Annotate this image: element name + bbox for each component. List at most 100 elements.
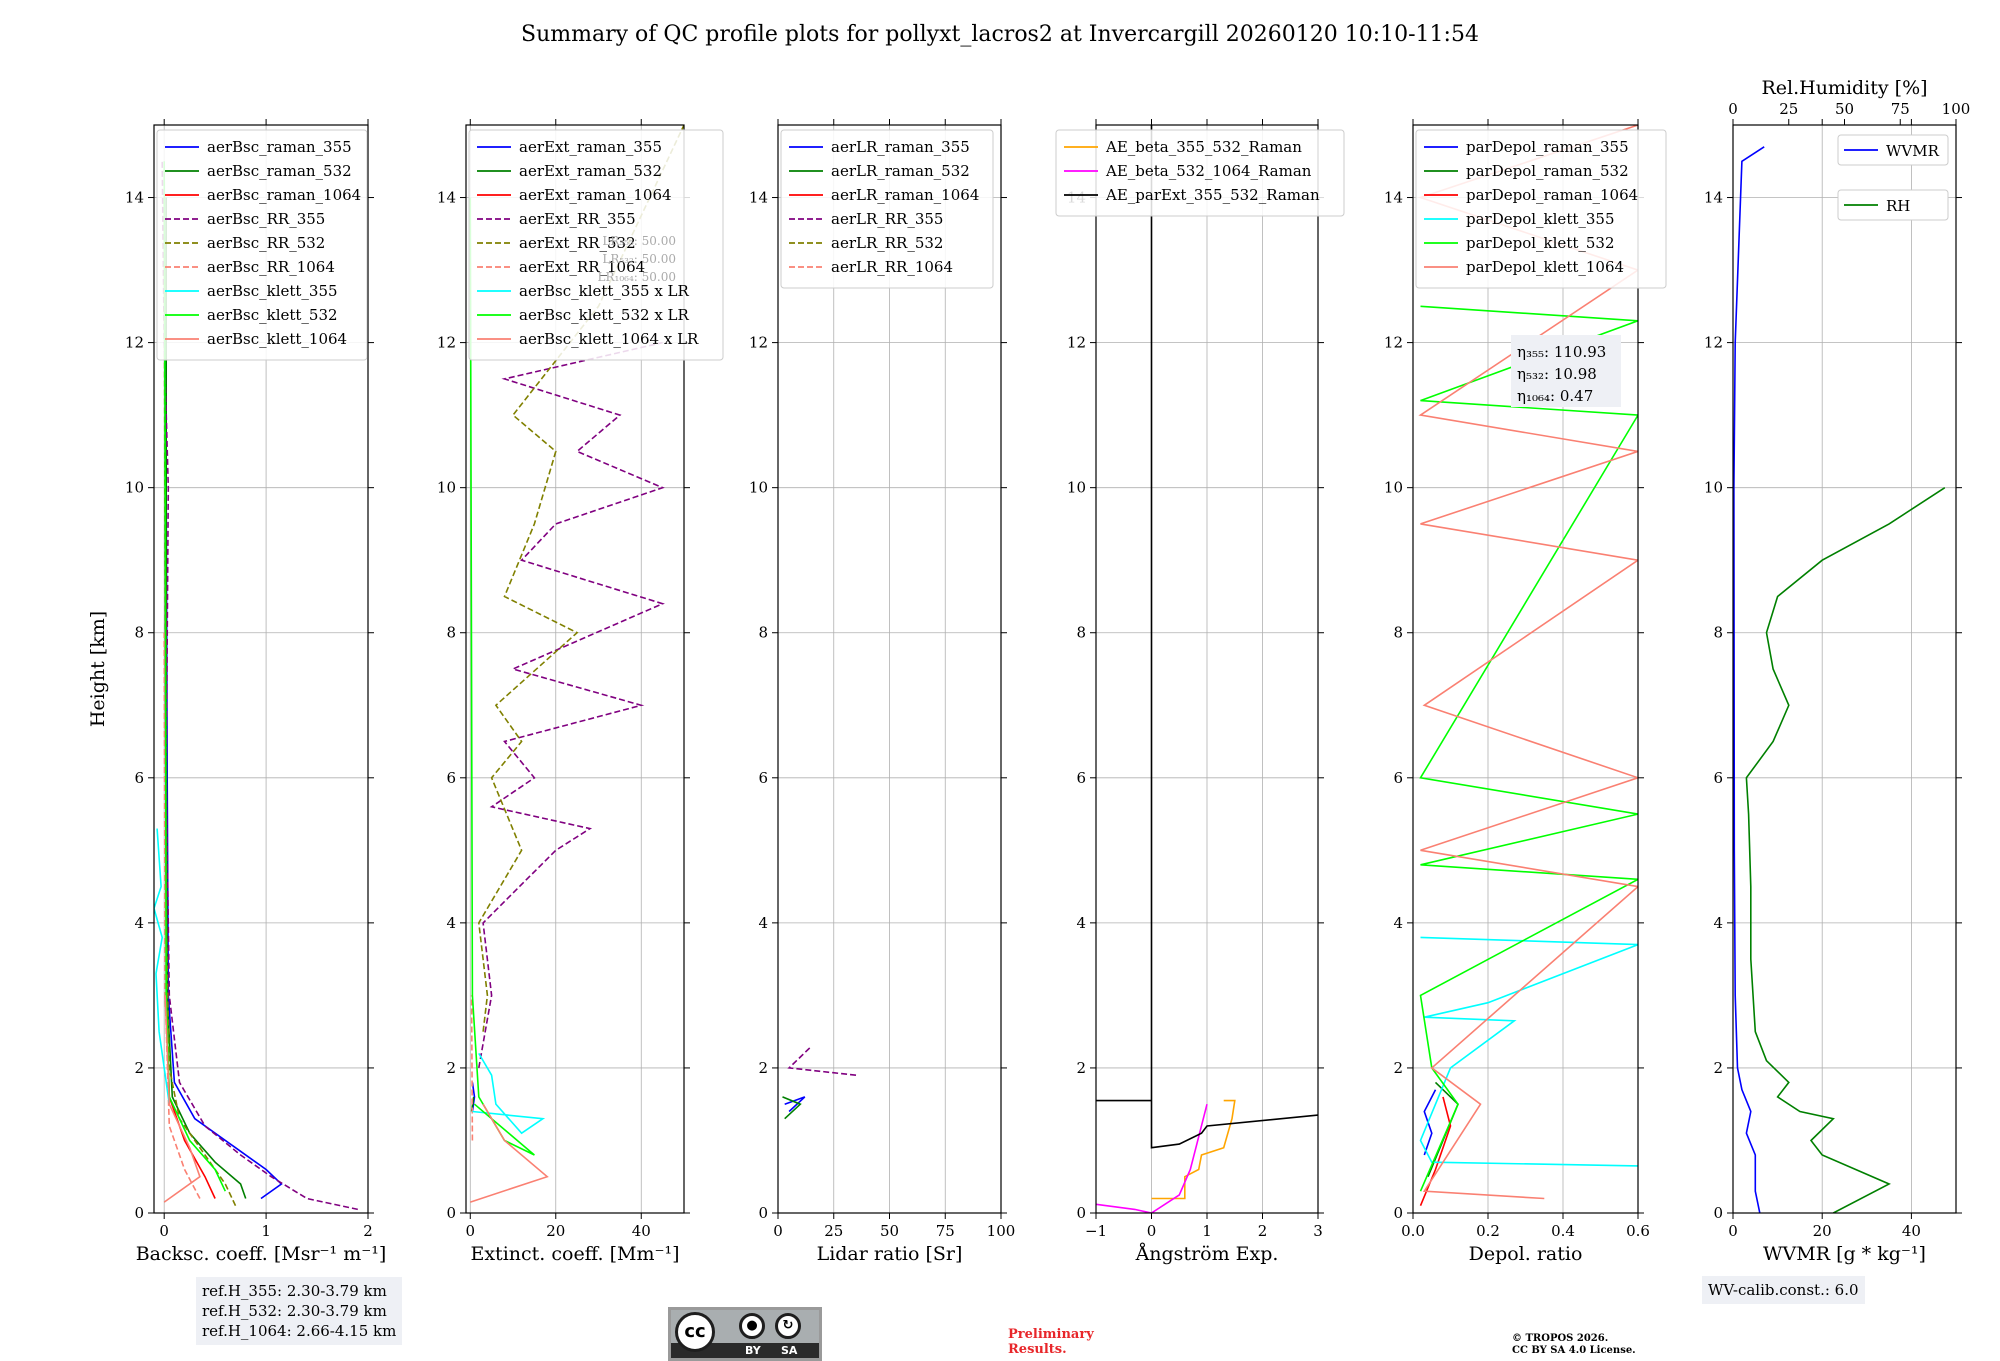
y-tick-label: 2 xyxy=(134,1059,144,1077)
legend-label: aerBsc_RR_1064 xyxy=(207,258,335,276)
x-axis-label: Depol. ratio xyxy=(1469,1243,1583,1265)
panel-extinction: 0 20 40 0 2 4 6 8 10 12 14 Extinct. coeff. [Mm⁻¹] ae… xyxy=(437,119,724,1265)
y-tick-label: 6 xyxy=(446,769,456,787)
x-tick-label: 0 xyxy=(466,1222,476,1240)
y-tick-label: 8 xyxy=(446,624,456,642)
legend-label: aerExt_RR_355 xyxy=(519,210,636,228)
legend-frame xyxy=(1837,134,1949,166)
eta-label: η₃₅₅: 110.93 xyxy=(1517,343,1606,361)
series-group xyxy=(1417,125,1638,1207)
legend-label: aerBsc_RR_355 xyxy=(207,210,325,228)
axes-frame xyxy=(1732,124,1957,1214)
y-tick-label: 4 xyxy=(134,914,144,932)
preliminary-line-2: Results. xyxy=(1008,1342,1067,1357)
series-line-pardepol-klett-1064 xyxy=(1417,125,1638,1200)
legend-frame xyxy=(780,129,994,289)
ref-height-532: ref.H_532: 2.30-3.79 km xyxy=(202,1302,387,1320)
series-line-aerbsc-klett-1064 xyxy=(163,995,201,1203)
legend: aerLR_raman_355 aerLR_raman_532 aerLR_rama… xyxy=(780,129,994,289)
ref-height-355: ref.H_355: 2.30-3.79 km xyxy=(202,1282,387,1300)
legend-label: AE_beta_532_1064_Raman xyxy=(1105,162,1312,180)
top-tick-label: 25 xyxy=(1779,100,1798,118)
legend-frame xyxy=(1415,129,1667,289)
legend-label: aerLR_RR_532 xyxy=(831,234,943,252)
y-tick-label: 6 xyxy=(1713,769,1723,787)
sa-share-icon: ↻ xyxy=(775,1313,801,1339)
sa-label: SA xyxy=(781,1344,798,1357)
x-tick-label: 0 xyxy=(773,1222,783,1240)
x-axis-label: Ångström Exp. xyxy=(1135,1243,1279,1265)
x-tick-label: 3 xyxy=(1313,1222,1323,1240)
y-tick-label: 2 xyxy=(1393,1059,1403,1077)
legend-label: AE_parExt_355_532_Raman xyxy=(1105,186,1320,204)
x-tick-label: 0.6 xyxy=(1626,1222,1650,1240)
legend-label: aerLR_RR_1064 xyxy=(831,258,953,276)
y-tick-label: 2 xyxy=(758,1059,768,1077)
x-tick-label: 100 xyxy=(987,1222,1016,1240)
x-tick-label: 2 xyxy=(1258,1222,1268,1240)
y-tick-label: 2 xyxy=(1713,1059,1723,1077)
y-tick-label: 14 xyxy=(125,189,144,207)
legend-label: aerExt_raman_532 xyxy=(519,162,662,180)
legend-label: aerExt_RR_1064 xyxy=(519,258,645,276)
x-axis-label: Backsc. coeff. [Msr⁻¹ m⁻¹] xyxy=(136,1243,387,1265)
y-tick-label: 8 xyxy=(758,624,768,642)
series-line-ae-beta-532-1064-raman xyxy=(1096,1104,1208,1213)
y-axis-label: Height [km] xyxy=(87,611,109,727)
ref-heights-box: ref.H_355: 2.30-3.79 km ref.H_532: 2.30-… xyxy=(196,1277,403,1345)
x-tick-label: 0 xyxy=(159,1222,169,1240)
legend-label: aerBsc_klett_532 x LR xyxy=(519,306,690,324)
panel-depol: 0.0 0.2 0.4 0.6 0 2 4 6 8 10 12 14 Depol. ratio parDe… xyxy=(1384,119,1667,1265)
y-tick-label: 8 xyxy=(134,624,144,642)
panel-angstrom: −1012302468101214Ångström Exp.AE_beta_35… xyxy=(1055,119,1345,1265)
y-tick-label: 12 xyxy=(1384,334,1403,352)
x-tick-label: 20 xyxy=(1813,1222,1832,1240)
x-tick-label: −1 xyxy=(1085,1222,1107,1240)
copyright-note: © TROPOS 2026. CC BY SA 4.0 License. xyxy=(1512,1333,1636,1357)
x-tick-label: 0 xyxy=(1147,1222,1157,1240)
series-group xyxy=(1096,125,1318,1213)
y-tick-label: 14 xyxy=(749,189,768,207)
legend-label: aerBsc_raman_532 xyxy=(207,162,352,180)
legend-label: parDepol_klett_355 xyxy=(1466,210,1615,228)
series-line-aerbsc-klett-355-x-lr xyxy=(472,1052,546,1135)
series-line-aerext-rr-532 xyxy=(477,125,684,1032)
axes-frame xyxy=(153,124,369,1214)
y-tick-label: 10 xyxy=(1384,479,1403,497)
panel-lidar_ratio: 0 25 50 75 100 0 2 4 6 8 10 12 14 Lidar ratio [Sr] aer… xyxy=(749,119,1015,1265)
legend-label: aerBsc_klett_532 xyxy=(207,306,338,324)
legend-label: aerBsc_klett_355 xyxy=(207,282,338,300)
x-tick-label: 75 xyxy=(936,1222,955,1240)
by-person-icon: ● xyxy=(739,1313,765,1339)
wv-calib-text: WV-calib.const.: 6.0 xyxy=(1708,1281,1859,1299)
series-line-aerbsc-klett-355 xyxy=(154,828,171,1105)
series-line-pardepol-raman-355 xyxy=(1423,1089,1437,1156)
y-tick-label: 8 xyxy=(1393,624,1403,642)
series-line-aerbsc-rr-355 xyxy=(161,161,358,1211)
series-line-aerlr-raman-355 xyxy=(784,1096,806,1113)
y-tick-label: 4 xyxy=(446,914,456,932)
series-line-pardepol-raman-1064 xyxy=(1419,1096,1452,1207)
preliminary-line-1: Preliminary xyxy=(1008,1327,1094,1342)
y-tick-label: 10 xyxy=(437,479,456,497)
panel-wvmr_rh: 0 20 40 0 2 4 6 8 10 12 14 WVMR [g * kg⁻¹] 0 25 50 75 10… xyxy=(1704,77,1970,1265)
series-line-aerbsc-rr-1064 xyxy=(163,632,201,1199)
eta-label: η₁₀₆₄: 0.47 xyxy=(1517,387,1593,405)
series-group xyxy=(469,125,684,1203)
x-axis-label: Extinct. coeff. [Mm⁻¹] xyxy=(470,1243,679,1265)
legend-label: aerLR_RR_355 xyxy=(831,210,943,228)
series-line-aerext-rr-1064 xyxy=(470,995,474,1141)
top-tick-label: 75 xyxy=(1891,100,1910,118)
eta-frame xyxy=(1511,335,1621,407)
y-tick-label: 0 xyxy=(446,1204,456,1222)
series-line-aerlr-rr-355 xyxy=(787,1045,857,1076)
legend-frame xyxy=(468,129,724,361)
by-label: BY xyxy=(745,1344,761,1357)
x-tick-label: 0.2 xyxy=(1476,1222,1500,1240)
copyright-line-1: © TROPOS 2026. xyxy=(1512,1333,1609,1344)
x-tick-label: 0 xyxy=(1728,1222,1738,1240)
legend-label: aerBsc_klett_355 x LR xyxy=(519,282,690,300)
y-tick-label: 14 xyxy=(1704,189,1723,207)
x-tick-label: 1 xyxy=(261,1222,271,1240)
lidar-ratio-note: LR₅₃₂: 50.00 xyxy=(602,252,676,266)
